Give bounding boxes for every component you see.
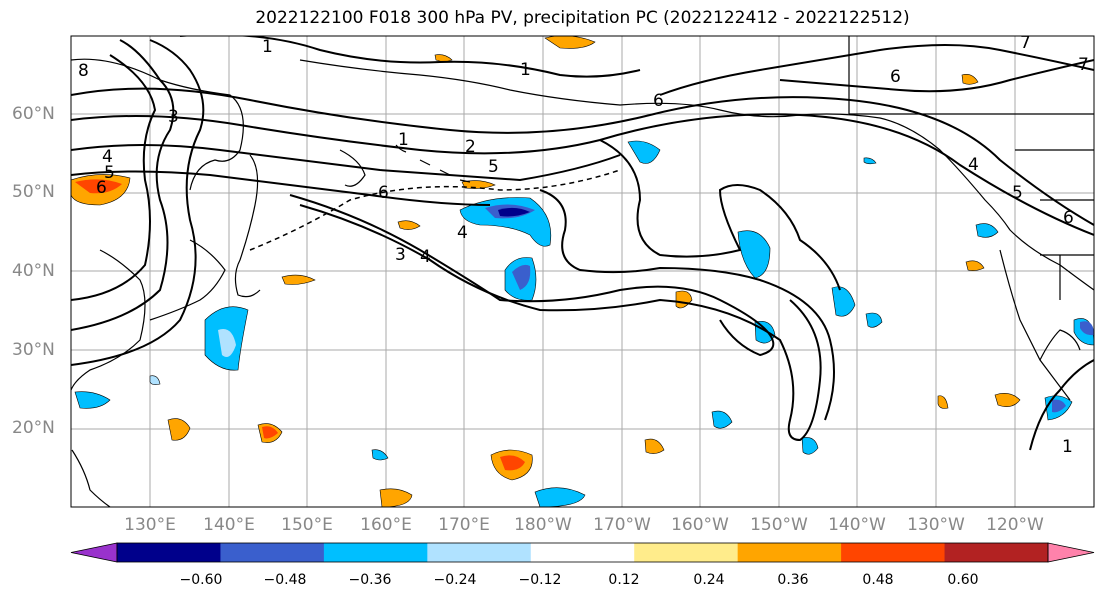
colorbar-tick: −0.48	[263, 572, 307, 588]
pv-contours	[71, 36, 1094, 451]
colorbar-segment	[220, 543, 325, 562]
colorbar-outline	[116, 542, 1049, 563]
lon-label: 130°W	[907, 515, 965, 535]
colorbar-segment	[841, 543, 946, 562]
colorbar-segment	[737, 543, 842, 562]
colorbar-tick: 0.12	[608, 572, 640, 588]
lon-label: 140°E	[203, 515, 255, 535]
dashed-track	[249, 169, 621, 251]
contour-label: 6	[890, 67, 901, 87]
colorbar-segment	[634, 543, 739, 562]
map-title: 2022122100 F018 300 hPa PV, precipitatio…	[255, 8, 910, 28]
colorbar-tick: 0.24	[693, 572, 725, 588]
contour-label: 6	[378, 183, 389, 203]
lon-label: 170°E	[438, 515, 490, 535]
lon-label: 150°W	[750, 515, 808, 535]
contour-label: 4	[102, 147, 113, 167]
colorbar-extend-low	[70, 542, 118, 563]
precip-shading	[71, 36, 1094, 507]
contour-label: 3	[168, 107, 179, 127]
colorbar-segment	[323, 543, 428, 562]
contour-label: 4	[420, 247, 431, 267]
colorbar-tick: 0.60	[947, 572, 979, 588]
colorbar-extend-high	[1047, 542, 1095, 563]
lon-label: 140°W	[828, 515, 886, 535]
contour-label: 5	[1012, 183, 1023, 203]
contour-label: 5	[488, 157, 499, 177]
colorbar-tick: −0.36	[348, 572, 392, 588]
lon-label: 170°W	[593, 515, 651, 535]
lat-label-30n: 30°N	[12, 340, 55, 360]
map-gridlines	[71, 36, 1094, 507]
lat-label-50n: 50°N	[12, 182, 55, 202]
contour-label: 6	[653, 91, 664, 111]
lon-label: 180°W	[514, 515, 572, 535]
contour-label: 2	[465, 137, 476, 157]
contour-label: 1	[520, 60, 531, 80]
lat-label-60n: 60°N	[12, 104, 55, 124]
colorbar-tick: 0.36	[777, 572, 809, 588]
map-border	[70, 35, 1095, 508]
lon-label: 150°E	[281, 515, 333, 535]
contour-label: 3	[395, 245, 406, 265]
contour-label: 7	[1020, 33, 1031, 53]
contour-label: 4	[457, 223, 468, 243]
lat-label-20n: 20°N	[12, 418, 55, 438]
contour-label: 5	[104, 163, 115, 183]
colorbar-segment	[944, 543, 1049, 562]
colorbar-segment	[530, 543, 635, 562]
colorbar-tick: −0.60	[179, 572, 223, 588]
lon-label: 160°W	[671, 515, 729, 535]
lon-label: 130°E	[124, 515, 176, 535]
colorbar-segment	[117, 543, 221, 562]
colorbar-tick: −0.24	[433, 572, 477, 588]
contour-label: 1	[262, 37, 273, 57]
lat-label-40n: 40°N	[12, 261, 55, 281]
colorbar-segment	[427, 543, 532, 562]
lon-label: 160°E	[360, 515, 412, 535]
contour-label: 7	[1078, 55, 1089, 75]
contour-label: 6	[1063, 208, 1074, 228]
contour-label: 8	[78, 61, 89, 81]
lon-label: 120°W	[986, 515, 1044, 535]
contour-label: 1	[398, 130, 409, 150]
colorbar-tick: −0.12	[518, 572, 562, 588]
contour-label: 4	[968, 155, 979, 175]
colorbar-tick: 0.48	[862, 572, 894, 588]
contour-label: 1	[1062, 437, 1073, 457]
colorbar	[70, 542, 1095, 563]
contour-label: 6	[96, 178, 107, 198]
